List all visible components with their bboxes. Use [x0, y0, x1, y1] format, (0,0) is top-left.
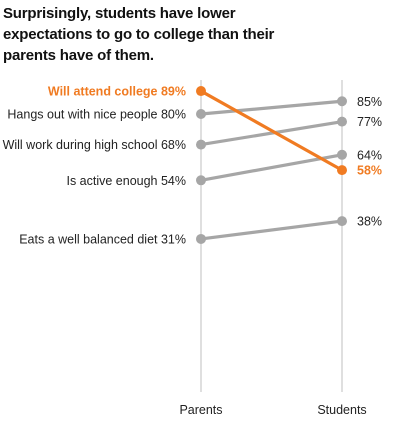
parents-point-will-work-during-high-school	[196, 139, 206, 150]
series-layer: Hangs out with nice people 80% 85% Will wo…	[3, 85, 382, 247]
parents-point-will-attend-college	[196, 86, 206, 97]
parents-point-is-active-enough	[196, 175, 206, 186]
students-label-eats-a-well-balanced-diet: 38%	[357, 215, 382, 229]
series-line-will-work-during-high-school	[199, 120, 344, 147]
students-point-eats-a-well-balanced-diet	[337, 216, 347, 227]
series-line-eats-a-well-balanced-diet	[199, 219, 344, 241]
series-line-is-active-enough	[199, 153, 344, 182]
parents-label-will-work-during-high-school: Will work during high school 68%	[3, 138, 186, 152]
students-point-will-work-during-high-school	[337, 116, 347, 127]
students-point-is-active-enough	[337, 149, 347, 160]
students-label-is-active-enough: 64%	[357, 148, 382, 162]
parents-point-eats-a-well-balanced-diet	[196, 233, 206, 244]
students-label-hangs-out-with-nice-people: 85%	[357, 95, 382, 109]
parents-label-is-active-enough: Is active enough 54%	[66, 174, 186, 188]
students-point-hangs-out-with-nice-people	[337, 96, 347, 107]
series-line-will-attend-college	[199, 89, 344, 172]
students-point-will-attend-college	[337, 165, 347, 176]
parents-column-label: Parents	[179, 403, 222, 417]
students-column-label: Students	[317, 403, 366, 417]
series-line-hangs-out-with-nice-people	[199, 99, 344, 116]
parents-label-will-attend-college: Will attend college 89%	[48, 85, 186, 99]
parents-label-hangs-out-with-nice-people: Hangs out with nice people 80%	[7, 108, 186, 122]
students-label-will-attend-college: 58%	[357, 164, 382, 178]
parents-label-eats-a-well-balanced-diet: Eats a well balanced diet 31%	[19, 232, 186, 246]
parents-point-hangs-out-with-nice-people	[196, 109, 206, 119]
students-label-will-work-during-high-school: 77%	[357, 115, 382, 129]
chart-title: Surprisingly, students have lower expect…	[3, 5, 275, 64]
